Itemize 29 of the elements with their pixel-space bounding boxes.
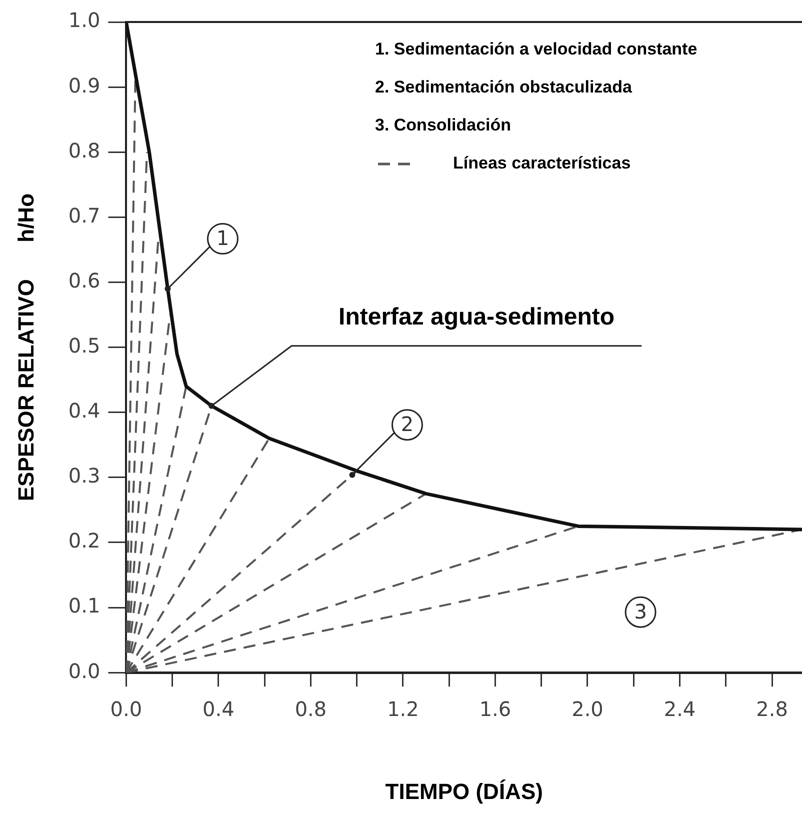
annotation: 1. Sedimentación a velocidad constante (375, 40, 698, 59)
y-tick-label: 0.4 (68, 398, 100, 423)
annotation: 2 (400, 412, 414, 436)
x-tick-label: 1.6 (479, 696, 512, 721)
y-tick-label: 0.6 (68, 268, 100, 292)
y-tick-label: 0.9 (68, 73, 100, 98)
y-tick-label: 0.0 (68, 658, 100, 683)
annotation: Interfaz agua-sedimento (338, 303, 615, 330)
y-tick-label: 0.8 (68, 138, 100, 162)
x-tick-label: 0.0 (110, 696, 142, 721)
y-tick-label: 0.2 (68, 528, 100, 553)
x-axis-title: TIEMPO (DÍAS) (385, 778, 543, 804)
annotation: 3 (634, 599, 647, 624)
legend-label: Líneas características (453, 154, 631, 173)
annotation: 1 (216, 226, 230, 250)
x-tick-label: 2.0 (572, 696, 604, 721)
y-axis-title: ESPESOR RELATIVO h/Ho (13, 193, 38, 502)
x-tick-label: 0.4 (202, 696, 234, 721)
x-tick-label: 0.8 (294, 696, 327, 721)
y-tick-label: 0.3 (68, 464, 100, 488)
y-tick-label: 0.1 (68, 594, 100, 618)
y-tick-label: 0.5 (68, 334, 100, 358)
y-tick-label: 0.7 (68, 203, 100, 228)
x-tick-label: 2.4 (664, 696, 696, 721)
annotation: 2. Sedimentación obstaculizada (375, 78, 633, 97)
annotation: 3. Consolidación (375, 116, 512, 135)
x-tick-label: 2.8 (756, 696, 788, 721)
y-tick-label: 1.0 (68, 8, 100, 32)
x-tick-label: 1.2 (387, 696, 419, 721)
